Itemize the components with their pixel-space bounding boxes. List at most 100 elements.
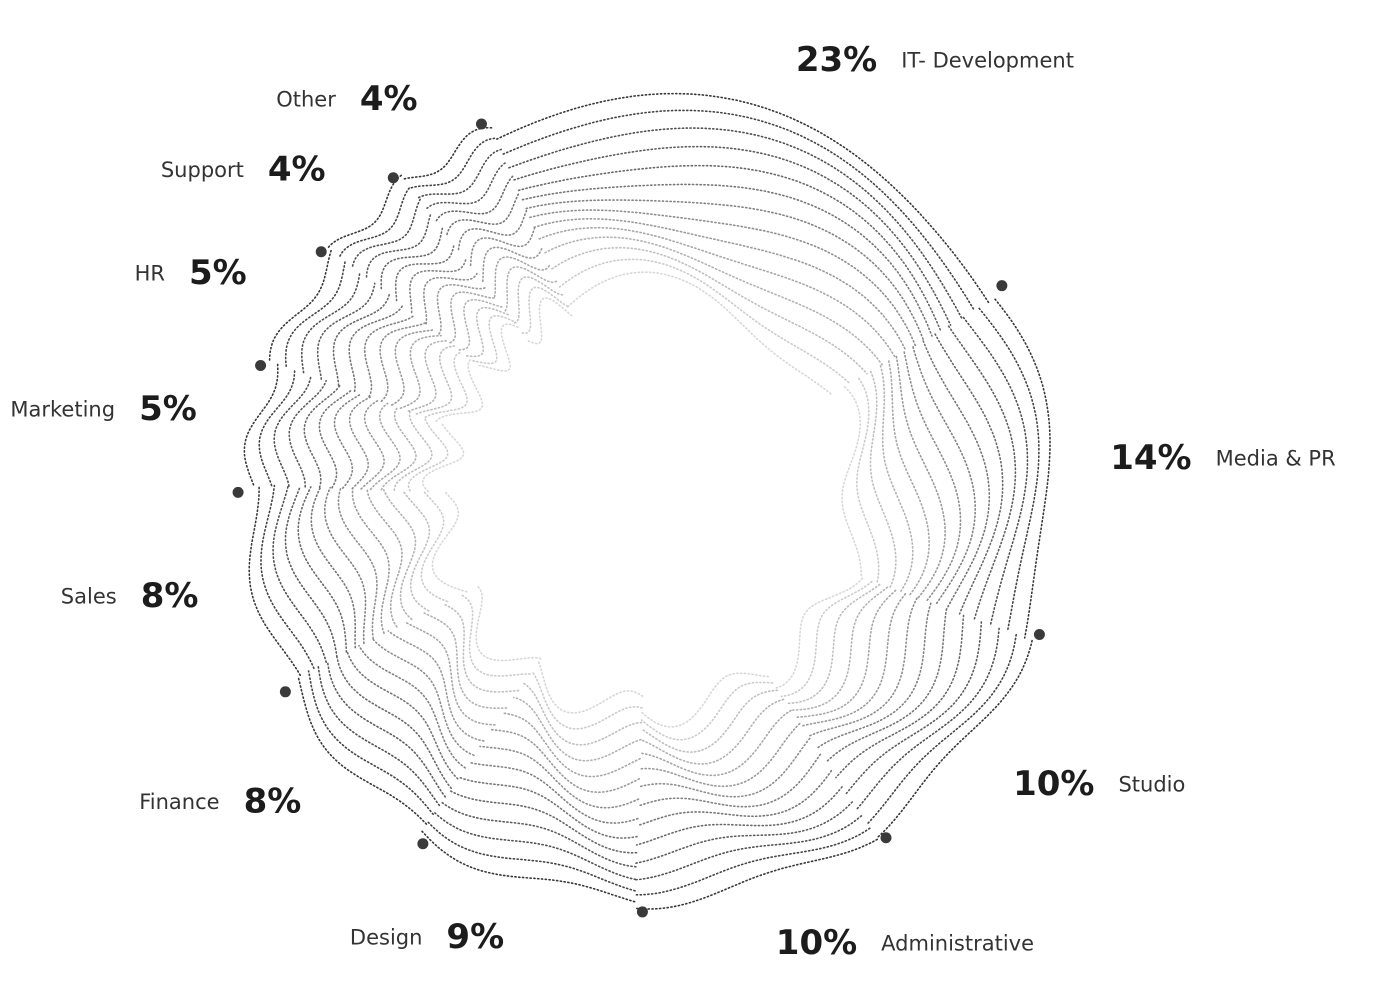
dotted-wave [567,271,833,396]
dotted-wave [332,294,390,387]
dotted-wave [478,323,519,372]
dotted-wave [533,217,907,352]
dotted-wave [394,243,455,302]
dotted-wave [638,722,801,788]
dotted-wave [775,577,864,689]
dotted-wave [446,191,521,236]
dotted-wave [855,377,880,585]
category-label: Sales [61,585,117,609]
dotted-wave [640,698,785,765]
dotted-wave [472,315,515,365]
dotted-wave [780,580,873,698]
dotted-wave [551,246,868,375]
dotted-wave [922,340,991,610]
segment [496,92,990,396]
category-label: Other [276,88,336,112]
dotted-wave [420,490,449,603]
dotted-wave [468,761,639,824]
anchor-dot [417,838,429,850]
anchor-dot [1033,629,1045,641]
segment [297,585,542,825]
dotted-wave [336,656,452,789]
dotted-wave [420,830,636,903]
dotted-wave [634,827,871,896]
dotted-wave [475,585,542,662]
dotted-wave [440,801,637,868]
dotted-wave [521,183,933,337]
dotted-wave [436,284,488,335]
dotted-wave [409,258,467,314]
anchor-dot [475,118,487,130]
dotted-wave [794,589,897,719]
dotted-wave [448,789,638,854]
dotted-wave [824,608,948,764]
dotted-wave [879,365,914,593]
dotted-wave [421,422,465,493]
segment [243,362,465,493]
dotted-wave [273,374,312,487]
value-label: 8% [141,576,199,616]
dotted-wave [317,665,441,807]
dotted-wave [417,148,502,199]
category-label: Administrative [881,932,1034,956]
category-label: Media & PR [1216,447,1336,471]
dotted-wave [326,660,446,798]
dotted-wave [457,776,638,839]
dotted-wave [399,334,442,409]
segment [403,126,573,345]
value-label: 4% [360,79,418,119]
dotted-wave [537,660,644,714]
dotted-wave [435,175,514,222]
dotted-wave [346,650,459,780]
dotted-wave [318,389,353,489]
category-label: Studio [1118,773,1185,797]
anchor-dot [255,359,267,371]
dotted-wave [558,258,851,385]
anchor-dot [232,486,244,498]
dotted-wave [479,745,640,809]
dotted-wave [525,199,925,342]
dotted-wave [365,212,432,278]
category-label: Design [350,925,423,949]
dotted-wave [327,174,403,248]
category-label: IT- Development [901,49,1074,73]
dotted-wave [789,586,889,711]
dotted-wave [393,410,433,491]
dotted-wave [502,109,976,312]
dotted-wave [260,484,315,670]
dotted-wave [978,307,1040,633]
dotted-wave [297,486,348,653]
dotted-wave [531,670,643,730]
dotted-wave [415,345,456,415]
dotted-wave [272,485,327,663]
dotted-wave [426,161,508,210]
dotted-wave [433,811,637,881]
anchor-dot [880,832,892,844]
dotted-wave [635,786,843,846]
dotted-wave [410,137,498,189]
dotted-wave [856,627,1000,810]
dotted-wave [460,593,531,677]
dotted-wave [243,362,279,486]
dotted-wave [284,485,338,658]
dotted-wave [307,670,434,816]
anchor-dot [387,172,399,184]
dotted-wave [404,621,496,726]
dotted-wave [469,227,536,267]
dotted-wave [638,737,811,798]
dotted-wave [348,304,404,393]
value-label: 10% [1013,764,1094,804]
dotted-wave [513,696,642,762]
dotted-wave [994,298,1051,639]
dotted-wave [316,282,376,380]
value-label: 4% [268,150,326,190]
dotted-wave [521,286,569,334]
value-label: 23% [796,40,877,80]
anchor-dot [279,686,291,698]
dotted-wave [640,681,774,741]
dotted-wave [457,208,528,251]
dotted-wave [875,639,1033,840]
dotted-wave [835,614,965,779]
dotted-wave [431,491,468,593]
